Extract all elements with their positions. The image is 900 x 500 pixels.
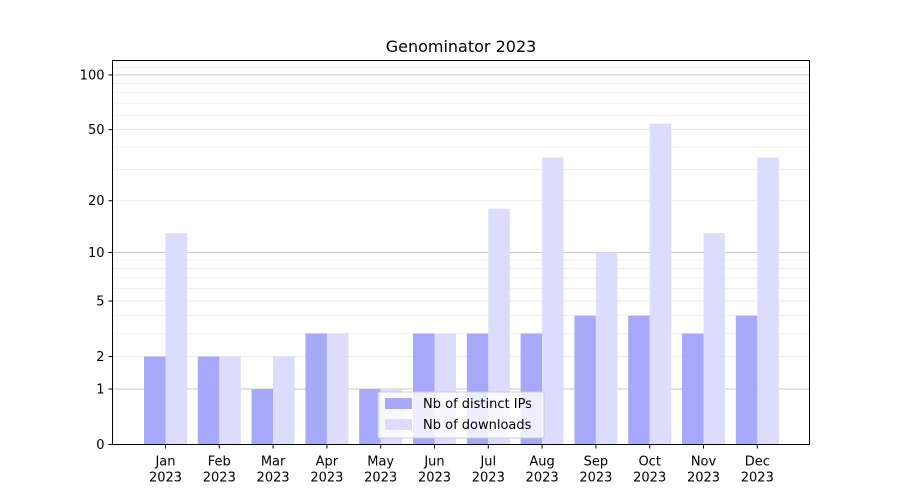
chart-title: Genominator 2023	[386, 37, 537, 56]
bar-downloads	[703, 233, 725, 445]
bar-downloads	[649, 123, 672, 445]
y-tick-label: 50	[88, 123, 105, 138]
bar-ips	[628, 315, 650, 445]
bar-ips	[359, 388, 381, 445]
bar-downloads	[488, 208, 510, 445]
bar-downloads	[595, 252, 618, 445]
bar-ips	[144, 356, 166, 445]
x-tick-label: 2023	[364, 471, 397, 486]
x-tick-label: Aug	[529, 455, 554, 470]
legend: Nb of distinct IPs Nb of downloads	[377, 391, 545, 439]
legend-label-ips: Nb of distinct IPs	[423, 397, 532, 412]
x-tick-label: 2023	[149, 471, 182, 486]
bar-ips	[682, 333, 704, 445]
x-tick-label: 2023	[310, 471, 343, 486]
bar-ips	[251, 388, 274, 445]
legend-label-downloads: Nb of downloads	[423, 418, 532, 433]
y-tick-label: 20	[88, 194, 105, 209]
x-tick-label: Nov	[691, 455, 717, 470]
x-tick-label: May	[367, 455, 394, 470]
bar-ips	[574, 315, 596, 445]
bar-downloads	[326, 333, 349, 445]
x-tick-label: Apr	[316, 455, 339, 470]
x-tick-label: 2023	[526, 471, 559, 486]
y-tick-label: 0	[96, 438, 104, 453]
bar-downloads	[219, 356, 241, 445]
legend-swatch-downloads	[385, 419, 412, 430]
x-tick-label: Jan	[154, 455, 175, 470]
x-axis: Jan2023Feb2023Mar2023Apr2023May2023Jun20…	[149, 444, 774, 486]
bar-ips	[305, 333, 327, 445]
x-tick-label: Sep	[584, 455, 609, 470]
y-tick-label: 5	[96, 295, 104, 310]
legend-box	[377, 391, 545, 439]
bar-ips	[197, 356, 220, 445]
y-tick-label: 1	[96, 382, 104, 397]
x-tick-label: 2023	[633, 471, 666, 486]
x-tick-label: 2023	[741, 471, 774, 486]
bar-downloads	[542, 157, 564, 445]
x-tick-label: Dec	[745, 455, 770, 470]
x-tick-label: Feb	[208, 455, 231, 470]
x-tick-label: 2023	[418, 471, 451, 486]
x-tick-label: Oct	[638, 455, 660, 470]
bar-downloads	[165, 233, 187, 445]
bar-ips	[735, 315, 758, 445]
bar-downloads	[757, 157, 779, 445]
x-tick-label: 2023	[687, 471, 720, 486]
y-tick-label: 100	[80, 68, 105, 83]
x-tick-label: Jun	[423, 455, 444, 470]
x-tick-label: Mar	[261, 455, 286, 470]
x-tick-label: 2023	[257, 471, 290, 486]
x-tick-label: Jul	[479, 455, 496, 470]
legend-swatch-ips	[385, 398, 412, 409]
y-tick-label: 10	[88, 246, 105, 261]
y-axis: 0 1 2 5 10 20 50 100	[80, 68, 113, 453]
y-tick-label: 2	[96, 350, 104, 365]
bar-downloads	[273, 356, 295, 445]
x-tick-label: 2023	[579, 471, 612, 486]
x-tick-label: 2023	[472, 471, 505, 486]
x-tick-label: 2023	[203, 471, 236, 486]
